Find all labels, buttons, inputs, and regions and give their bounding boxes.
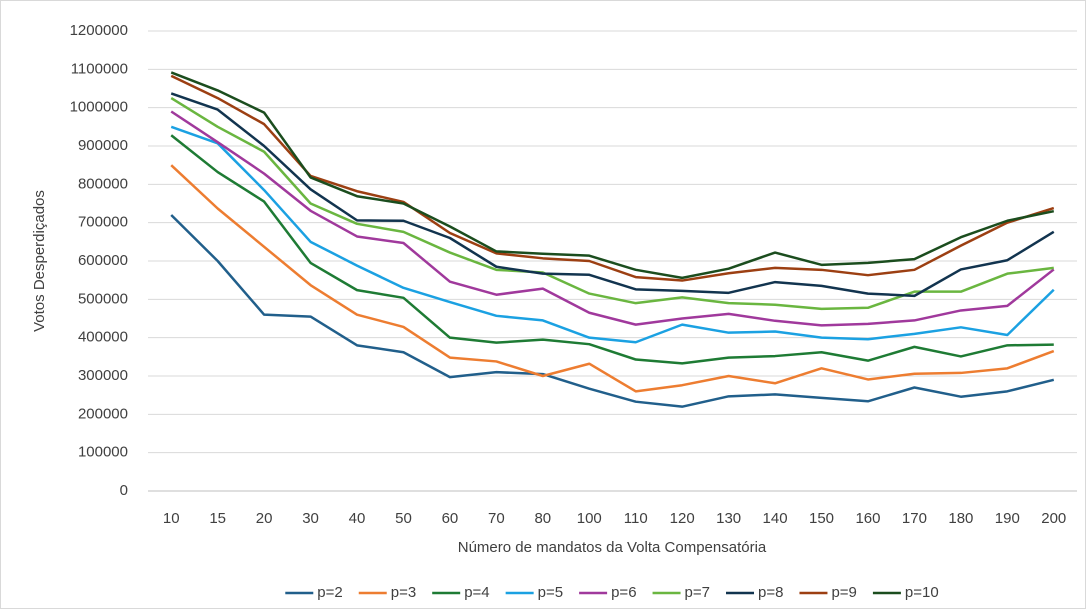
y-tick-label: 1100000 (71, 60, 128, 77)
series-line (170, 92, 1055, 298)
y-tick-label: 1200000 (70, 22, 128, 39)
y-tick-label: 200000 (78, 405, 128, 422)
legend-label: p=7 (685, 584, 710, 601)
y-tick-label: 500000 (78, 290, 128, 307)
y-tick-label: 900000 (78, 137, 128, 154)
series-line (170, 164, 1055, 393)
series-line (170, 214, 1055, 408)
x-tick-label: 100 (577, 510, 602, 527)
y-tick-label: 300000 (78, 367, 128, 384)
x-tick-label: 15 (209, 510, 226, 527)
x-axis-title: Número de mandatos da Volta Compensatóri… (458, 539, 767, 556)
x-tick-label: 40 (349, 510, 366, 527)
series-line (170, 110, 1055, 327)
y-tick-label: 700000 (78, 214, 128, 231)
x-tick-label: 120 (670, 510, 695, 527)
x-tick-label: 50 (395, 510, 412, 527)
legend-label: p=5 (538, 584, 563, 601)
x-tick-label: 30 (302, 510, 319, 527)
series-line (170, 134, 1054, 365)
x-tick-label: 180 (948, 510, 973, 527)
x-tick-label: 80 (534, 510, 551, 527)
legend-label: p=8 (758, 584, 783, 601)
x-tick-label: 190 (995, 510, 1020, 527)
y-tick-label: 400000 (78, 329, 128, 346)
legend-label: p=3 (391, 584, 416, 601)
x-tick-label: 110 (624, 510, 648, 527)
series-line (170, 74, 1055, 282)
x-tick-label: 70 (488, 510, 505, 527)
y-tick-label: 600000 (78, 252, 128, 269)
legend-label: p=4 (464, 584, 489, 601)
series-line (170, 71, 1055, 280)
x-tick-label: 160 (855, 510, 880, 527)
legend-label: p=10 (905, 584, 939, 601)
x-tick-label: 140 (763, 510, 788, 527)
x-tick-label: 60 (442, 510, 459, 527)
x-tick-label: 20 (256, 510, 273, 527)
x-tick-label: 200 (1041, 510, 1066, 527)
y-axis-title: Votos Desperdiçados (31, 190, 48, 332)
y-tick-label: 800000 (78, 175, 128, 192)
y-tick-label: 100000 (78, 444, 128, 461)
series-line (170, 125, 1055, 344)
x-tick-label: 170 (902, 510, 927, 527)
legend-label: p=2 (317, 584, 342, 601)
x-tick-label: 130 (716, 510, 741, 527)
x-tick-label: 150 (809, 510, 834, 527)
legend-label: p=6 (611, 584, 636, 601)
legend-label: p=9 (831, 584, 856, 601)
y-tick-label: 0 (120, 482, 128, 499)
y-tick-label: 1000000 (70, 99, 128, 116)
x-tick-label: 10 (163, 510, 180, 527)
